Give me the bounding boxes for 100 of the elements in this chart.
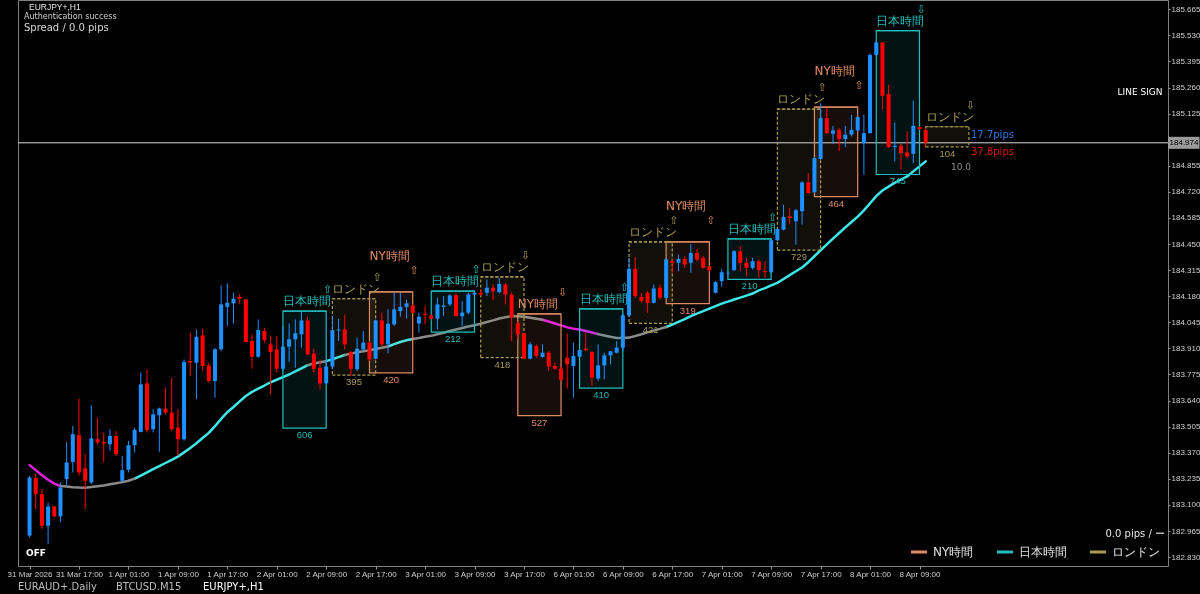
candlestick (596, 343, 601, 382)
candlestick (453, 292, 458, 318)
y-tick-label: 185.260 (1171, 83, 1200, 93)
y-tick-label: 185.125 (1171, 109, 1200, 119)
y-tick-label: 182.830 (1171, 552, 1200, 562)
candlestick (175, 408, 180, 457)
text: EURAUD+.Daily (18, 581, 97, 592)
y-tick-label: 184.585 (1171, 213, 1200, 223)
text: 日本時間 (727, 221, 776, 236)
annotation: ⇧ (817, 81, 827, 95)
candlestick (503, 282, 508, 305)
annotation: ⇧ (854, 79, 864, 93)
text: 日本時間 (876, 13, 925, 28)
candlestick (355, 337, 360, 372)
annotation: ⇧ (669, 213, 679, 227)
candlestick (824, 107, 829, 135)
annotation: ⇧ (619, 280, 629, 294)
y-tick-label: 185.665 (1171, 4, 1200, 14)
candlestick (552, 362, 557, 371)
y-tick-label: 183.370 (1171, 448, 1200, 458)
candlestick (225, 282, 230, 327)
annotation: 729 (791, 251, 807, 263)
candlestick (367, 340, 372, 362)
x-tick-label: 7 Apr 01:00 (701, 569, 744, 579)
annotation: LINE SIGN (1117, 87, 1163, 97)
candlestick (923, 127, 928, 148)
candlestick (546, 350, 551, 372)
candlestick (515, 320, 520, 340)
y-tick-label: 183.910 (1171, 343, 1200, 353)
text: 日本時間 (579, 291, 628, 306)
candlestick (114, 430, 119, 457)
annotation: Authentication success (24, 12, 117, 21)
annotation: 10.0 (951, 162, 972, 172)
candlestick (324, 358, 329, 385)
x-tick-label: 3 Apr 09:00 (454, 569, 497, 579)
candlestick (756, 259, 761, 279)
candlestick (348, 350, 353, 377)
candlestick (169, 377, 174, 432)
annotation: ⇩ (520, 248, 531, 262)
y-tick-label: 185.395 (1171, 56, 1200, 66)
x-tick-label: 2 Apr 09:00 (306, 569, 348, 579)
text: NY時間 (517, 296, 559, 311)
candlestick (738, 245, 743, 272)
candlestick (404, 299, 409, 320)
candlestick (107, 428, 112, 452)
annotation: ⇩ (557, 285, 568, 299)
x-tick-label: 8 Apr 01:00 (850, 569, 892, 579)
candlestick (571, 342, 576, 399)
candlestick (268, 335, 273, 395)
y-tick-label: 183.640 (1171, 396, 1200, 406)
text: NY時間 (814, 64, 855, 79)
text: 日本時間 (431, 274, 480, 289)
text: ロンドン (480, 259, 529, 274)
legend-label: ロンドン (1112, 545, 1160, 559)
candlestick (163, 387, 168, 415)
candlestick (905, 130, 910, 159)
x-tick-label: 1 Apr 01:00 (108, 569, 150, 579)
candlestick (46, 501, 51, 545)
y-tick-label: 184.855 (1171, 161, 1200, 171)
candlestick (898, 143, 903, 171)
candlestick (299, 311, 304, 349)
text: NY時間 (369, 248, 410, 263)
candlestick (151, 408, 156, 433)
candlestick (861, 114, 866, 176)
y-tick-label: 183.775 (1171, 370, 1200, 379)
y-tick-label: 182.965 (1171, 526, 1200, 536)
text: 日本時間 (282, 294, 331, 309)
annotation: ⇧ (372, 270, 382, 284)
text: BTCUSD.M15 (116, 581, 182, 592)
candlestick (565, 332, 570, 390)
annotation: OFF (26, 548, 46, 558)
x-tick-label: 2 Apr 01:00 (256, 569, 299, 579)
candlestick (806, 172, 811, 195)
candlestick (781, 204, 786, 231)
annotation: ⇧ (706, 213, 716, 227)
x-tick-label: 3 Apr 01:00 (405, 569, 447, 579)
candlestick (423, 305, 428, 325)
candlestick (274, 335, 279, 374)
text: ロンドン (777, 92, 826, 107)
candlestick (95, 417, 100, 445)
x-tick-label: 7 Apr 09:00 (751, 569, 793, 579)
candlestick (435, 297, 440, 330)
candlestick (744, 257, 749, 277)
annotation: ⇧ (768, 210, 778, 224)
y-tick-label: 184.720 (1171, 187, 1200, 197)
candlestick (33, 473, 38, 510)
x-tick-label: 1 Apr 17:00 (207, 569, 249, 579)
candlestick (830, 125, 835, 145)
legend-label: 日本時間 (1019, 545, 1067, 559)
candlestick (509, 292, 514, 342)
chart-title: EURJPY+,H1 (29, 2, 81, 12)
annotation: ⇩ (965, 98, 976, 112)
y-tick-label: 184.180 (1171, 291, 1200, 301)
candlestick (849, 114, 854, 137)
candlestick (64, 441, 69, 487)
text: NY時間 (666, 198, 707, 213)
annotation: 210 (741, 280, 758, 292)
candlestick (392, 292, 397, 327)
candlestick (466, 292, 471, 315)
candlestick (206, 362, 211, 384)
